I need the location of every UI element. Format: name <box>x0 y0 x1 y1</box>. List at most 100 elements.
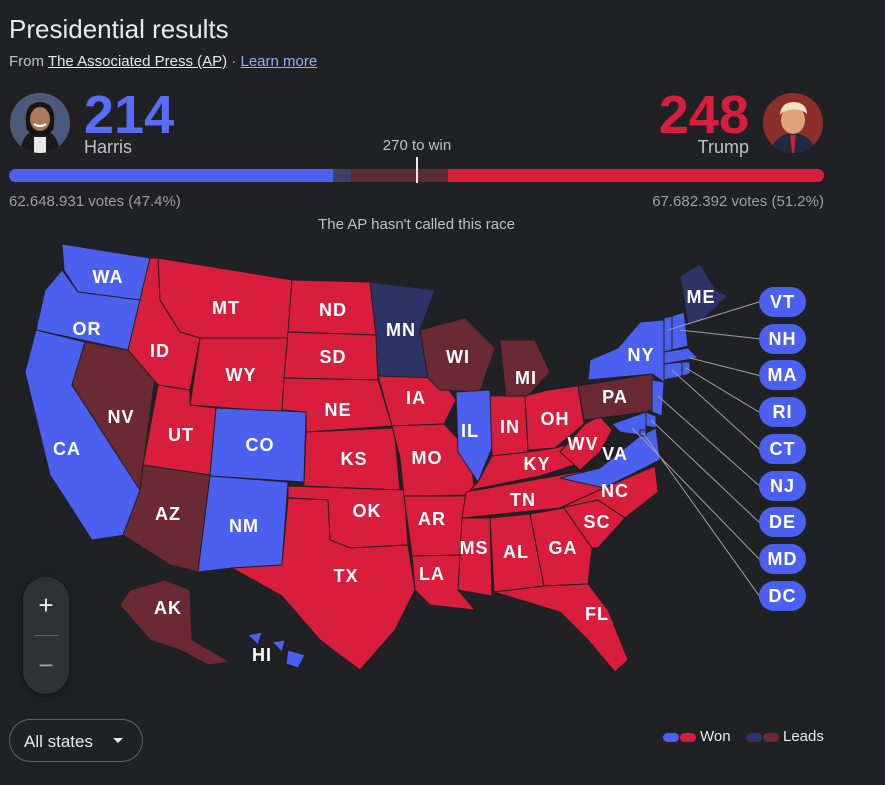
trump-avatar <box>763 93 823 153</box>
source-prefix: From <box>9 53 44 70</box>
state-label-la: LA <box>419 564 445 584</box>
state-label-ga: GA <box>549 538 578 558</box>
state-hi[interactable] <box>246 631 306 669</box>
state-label-ok: OK <box>353 501 382 521</box>
state-pill-nh[interactable]: NH <box>759 323 806 354</box>
state-filter-value: All states <box>24 732 93 751</box>
state-label-wv: WV <box>568 434 599 454</box>
state-wv[interactable] <box>559 415 613 471</box>
state-label-in: IN <box>500 417 520 437</box>
state-label-ut: UT <box>168 425 194 445</box>
leader-line-de <box>650 419 760 523</box>
leader-line-md <box>631 427 760 560</box>
state-ms[interactable] <box>457 517 493 597</box>
state-label-pa: PA <box>602 387 628 407</box>
state-mi[interactable] <box>499 339 551 399</box>
harris-electoral-votes: 214 <box>84 85 175 145</box>
state-label-sd: SD <box>319 347 346 367</box>
zoom-out-button[interactable]: − <box>38 650 54 680</box>
state-pill-nj[interactable]: NJ <box>759 470 806 501</box>
harris-avatar <box>10 93 70 153</box>
dem-leads-segment <box>333 169 352 182</box>
leader-line-nj <box>657 395 760 486</box>
won-dem-swatch <box>663 733 679 742</box>
state-label-mi: MI <box>515 368 537 388</box>
state-label-ne: NE <box>324 400 351 420</box>
electoral-progress-bar <box>9 169 824 182</box>
state-label-mt: MT <box>212 298 240 318</box>
state-label-nm: NM <box>229 516 259 536</box>
state-label-or: OR <box>73 319 102 339</box>
leader-line-nh <box>679 329 760 340</box>
state-me[interactable] <box>679 263 729 326</box>
state-pill-ct[interactable]: CT <box>759 433 806 464</box>
state-label-oh: OH <box>541 409 570 429</box>
state-label-ms: MS <box>460 538 489 558</box>
zoom-control: + − <box>23 577 69 694</box>
state-il[interactable] <box>455 389 493 484</box>
state-pill-md[interactable]: MD <box>759 543 806 574</box>
leader-line-dc <box>642 432 760 596</box>
state-label-ia: IA <box>406 388 426 408</box>
state-pill-de[interactable]: DE <box>759 507 806 538</box>
state-label-me: ME <box>687 287 716 307</box>
state-label-va: VA <box>602 444 628 464</box>
state-label-wa: WA <box>93 267 124 287</box>
state-label-ky: KY <box>523 454 550 474</box>
rep-leads-segment <box>351 169 449 182</box>
state-filter-dropdown[interactable]: All states <box>9 719 143 762</box>
trump-name: Trump <box>697 137 749 157</box>
state-nj[interactable] <box>651 379 665 417</box>
source-link[interactable]: The Associated Press (AP) <box>47 53 228 70</box>
win-threshold-marker <box>416 157 418 183</box>
state-label-il: IL <box>461 421 479 441</box>
state-pill-ma[interactable]: MA <box>759 360 806 391</box>
state-ma[interactable] <box>663 347 700 365</box>
state-label-tx: TX <box>333 566 358 586</box>
state-label-ar: AR <box>418 509 446 529</box>
state-label-az: AZ <box>155 504 181 524</box>
leader-line-ct <box>671 369 760 450</box>
state-label-ak: AK <box>154 598 182 618</box>
zoom-in-button[interactable]: + <box>38 590 54 620</box>
state-label-mn: MN <box>386 320 416 340</box>
us-map[interactable]: WA OR CA NV ID MT WY UT AZ CO NM ND SD NE KS OK TX MN IA MO… <box>0 230 885 700</box>
state-tx[interactable] <box>230 497 416 671</box>
state-ak[interactable] <box>119 579 232 666</box>
state-label-wi: WI <box>446 347 470 367</box>
state-label-ks: KS <box>340 449 367 469</box>
state-label-mo: MO <box>412 448 443 468</box>
state-pill-ri[interactable]: RI <box>759 397 806 428</box>
state-label-ny: NY <box>627 345 654 365</box>
state-label-nd: ND <box>319 300 347 320</box>
state-fl[interactable] <box>493 583 629 673</box>
win-threshold-label: 270 to win <box>382 137 452 154</box>
state-ga[interactable] <box>529 507 593 587</box>
source-line: From The Associated Press (AP) · Learn m… <box>9 53 317 70</box>
leader-line-ma <box>689 357 760 376</box>
state-label-fl: FL <box>585 604 609 624</box>
state-label-tn: TN <box>510 490 536 510</box>
state-pill-vt[interactable]: VT <box>759 287 806 317</box>
harris-popular-votes: 62.648.931 votes (47.4%) <box>9 193 181 210</box>
state-vt[interactable] <box>663 315 673 353</box>
state-label-hi: HI <box>252 645 272 665</box>
harris-name: Harris <box>84 137 132 157</box>
state-label-sc: SC <box>583 512 610 532</box>
state-pill-dc[interactable]: DC <box>759 580 806 611</box>
race-status: The AP hasn't called this race <box>318 216 515 233</box>
learn-more-link[interactable]: Learn more <box>240 53 318 70</box>
leader-line-vt <box>667 301 760 331</box>
separator: · <box>231 53 237 70</box>
state-ri[interactable] <box>681 361 691 377</box>
state-oh[interactable] <box>524 385 585 451</box>
zoom-divider <box>34 635 58 636</box>
state-label-al: AL <box>503 542 529 562</box>
legend-won: Won <box>700 728 731 745</box>
dem-won-segment <box>9 169 334 182</box>
leads-rep-swatch <box>763 733 779 742</box>
state-nh[interactable] <box>671 311 689 351</box>
state-label-nc: NC <box>601 481 629 501</box>
trump-popular-votes: 67.682.392 votes (51.2%) <box>652 193 824 210</box>
leads-dem-swatch <box>746 733 762 742</box>
